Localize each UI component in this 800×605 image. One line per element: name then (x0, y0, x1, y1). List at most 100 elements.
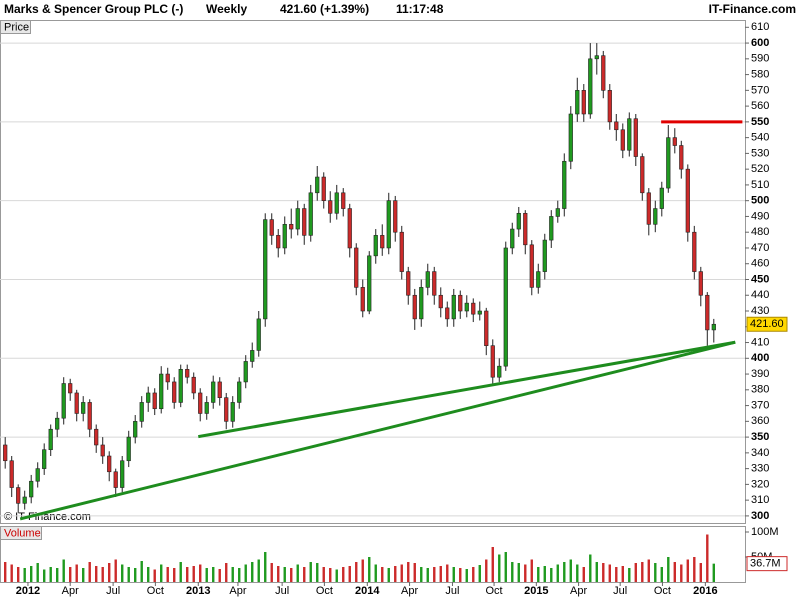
volume-bar (420, 567, 423, 582)
volume-bar (4, 562, 7, 582)
candle-body (523, 212, 528, 246)
candle-body (224, 397, 229, 422)
x-tick-label: Oct (316, 585, 333, 597)
candle-body (191, 376, 196, 394)
y-tick-label: 380 (751, 384, 769, 396)
volume-bar (569, 559, 572, 582)
candle-body (42, 449, 47, 469)
candle-body (672, 137, 677, 146)
y-tick-label: 580 (751, 68, 769, 80)
candle-body (458, 294, 463, 312)
y-tick-label: 590 (751, 53, 769, 65)
candle-body (529, 244, 534, 288)
candle-body (646, 192, 651, 225)
volume-bar (608, 564, 611, 582)
volume-bar (23, 568, 26, 582)
volume-bar (277, 566, 280, 582)
last-price-box (746, 316, 788, 332)
volume-pane-label: Volume (4, 527, 41, 539)
volume-bar (706, 534, 709, 582)
volume-bar (88, 562, 91, 582)
volume-bar (621, 566, 624, 582)
volume-bar (108, 563, 111, 582)
candle-body (334, 192, 339, 214)
candle-body (68, 383, 73, 394)
volume-bar (309, 562, 312, 582)
volume-bar (368, 557, 371, 582)
y-tick-label: 390 (751, 368, 769, 380)
candle-body (35, 468, 40, 482)
candle-body (152, 392, 157, 410)
candle-body (367, 255, 372, 312)
candle-body (250, 350, 255, 362)
y-tick-label: 480 (751, 226, 769, 238)
candle-body (61, 383, 66, 419)
y-tick-label: 530 (751, 147, 769, 159)
candle-body (653, 208, 658, 225)
volume-bar (563, 562, 566, 582)
candle-body (321, 176, 326, 201)
candle-body (575, 90, 580, 115)
volume-bar (231, 567, 234, 582)
volume-bar (465, 569, 468, 582)
volume-bar (517, 563, 520, 582)
candle-body (581, 90, 586, 115)
volume-bar (186, 567, 189, 582)
volume-bar (69, 567, 72, 582)
volume-bar (628, 568, 631, 582)
candle-body (490, 345, 495, 378)
x-tick-label: Jul (445, 585, 459, 597)
candle-body (620, 129, 625, 151)
volume-bar (478, 565, 481, 582)
volume-bar (654, 563, 657, 582)
candle-body (198, 392, 203, 414)
x-tick-label: Oct (147, 585, 164, 597)
pane-tag (0, 20, 31, 34)
candle-body (484, 310, 489, 346)
volume-bar (30, 566, 33, 582)
volume-bar (316, 563, 319, 582)
candle-body (568, 113, 573, 162)
candle-body (237, 381, 242, 403)
volume-bar (673, 562, 676, 582)
volume-bar (342, 567, 345, 582)
volume-bar (439, 566, 442, 582)
volume-bar (36, 563, 39, 582)
y-tick-label: 600 (751, 37, 769, 49)
candle-body (464, 302, 469, 312)
volume-bar (140, 561, 143, 582)
volume-bar (166, 567, 169, 582)
volume-bar (459, 568, 462, 582)
x-tick-label: 2012 (16, 585, 40, 597)
y-tick-label: 360 (751, 415, 769, 427)
y-tick-label: 470 (751, 242, 769, 254)
candle-body (386, 200, 391, 249)
candle-body (549, 216, 554, 241)
candle-body (354, 247, 359, 288)
candle-body (666, 137, 671, 189)
volume-bar (153, 569, 156, 582)
volume-bar (147, 567, 150, 582)
candle-body (74, 392, 79, 414)
candle-body (9, 460, 14, 488)
y-tick-label: 490 (751, 210, 769, 222)
volume-bar (283, 567, 286, 582)
candle-body (243, 361, 248, 383)
candle-body (406, 271, 411, 296)
candle-body (607, 90, 612, 123)
y-tick-label: 340 (751, 447, 769, 459)
volume-bar (667, 557, 670, 582)
volume-bar (595, 562, 598, 582)
volume-bar (264, 552, 267, 582)
candle-body (94, 428, 99, 446)
volume-bar (160, 564, 163, 582)
candle-body (341, 192, 346, 209)
last-price-label: 421.60 (750, 318, 784, 330)
volume-bar (374, 564, 377, 582)
candle-body (555, 208, 560, 217)
x-tick-label: Apr (229, 585, 246, 597)
x-tick-label: Oct (654, 585, 671, 597)
volume-bar (381, 567, 384, 582)
volume-bar (17, 567, 20, 582)
